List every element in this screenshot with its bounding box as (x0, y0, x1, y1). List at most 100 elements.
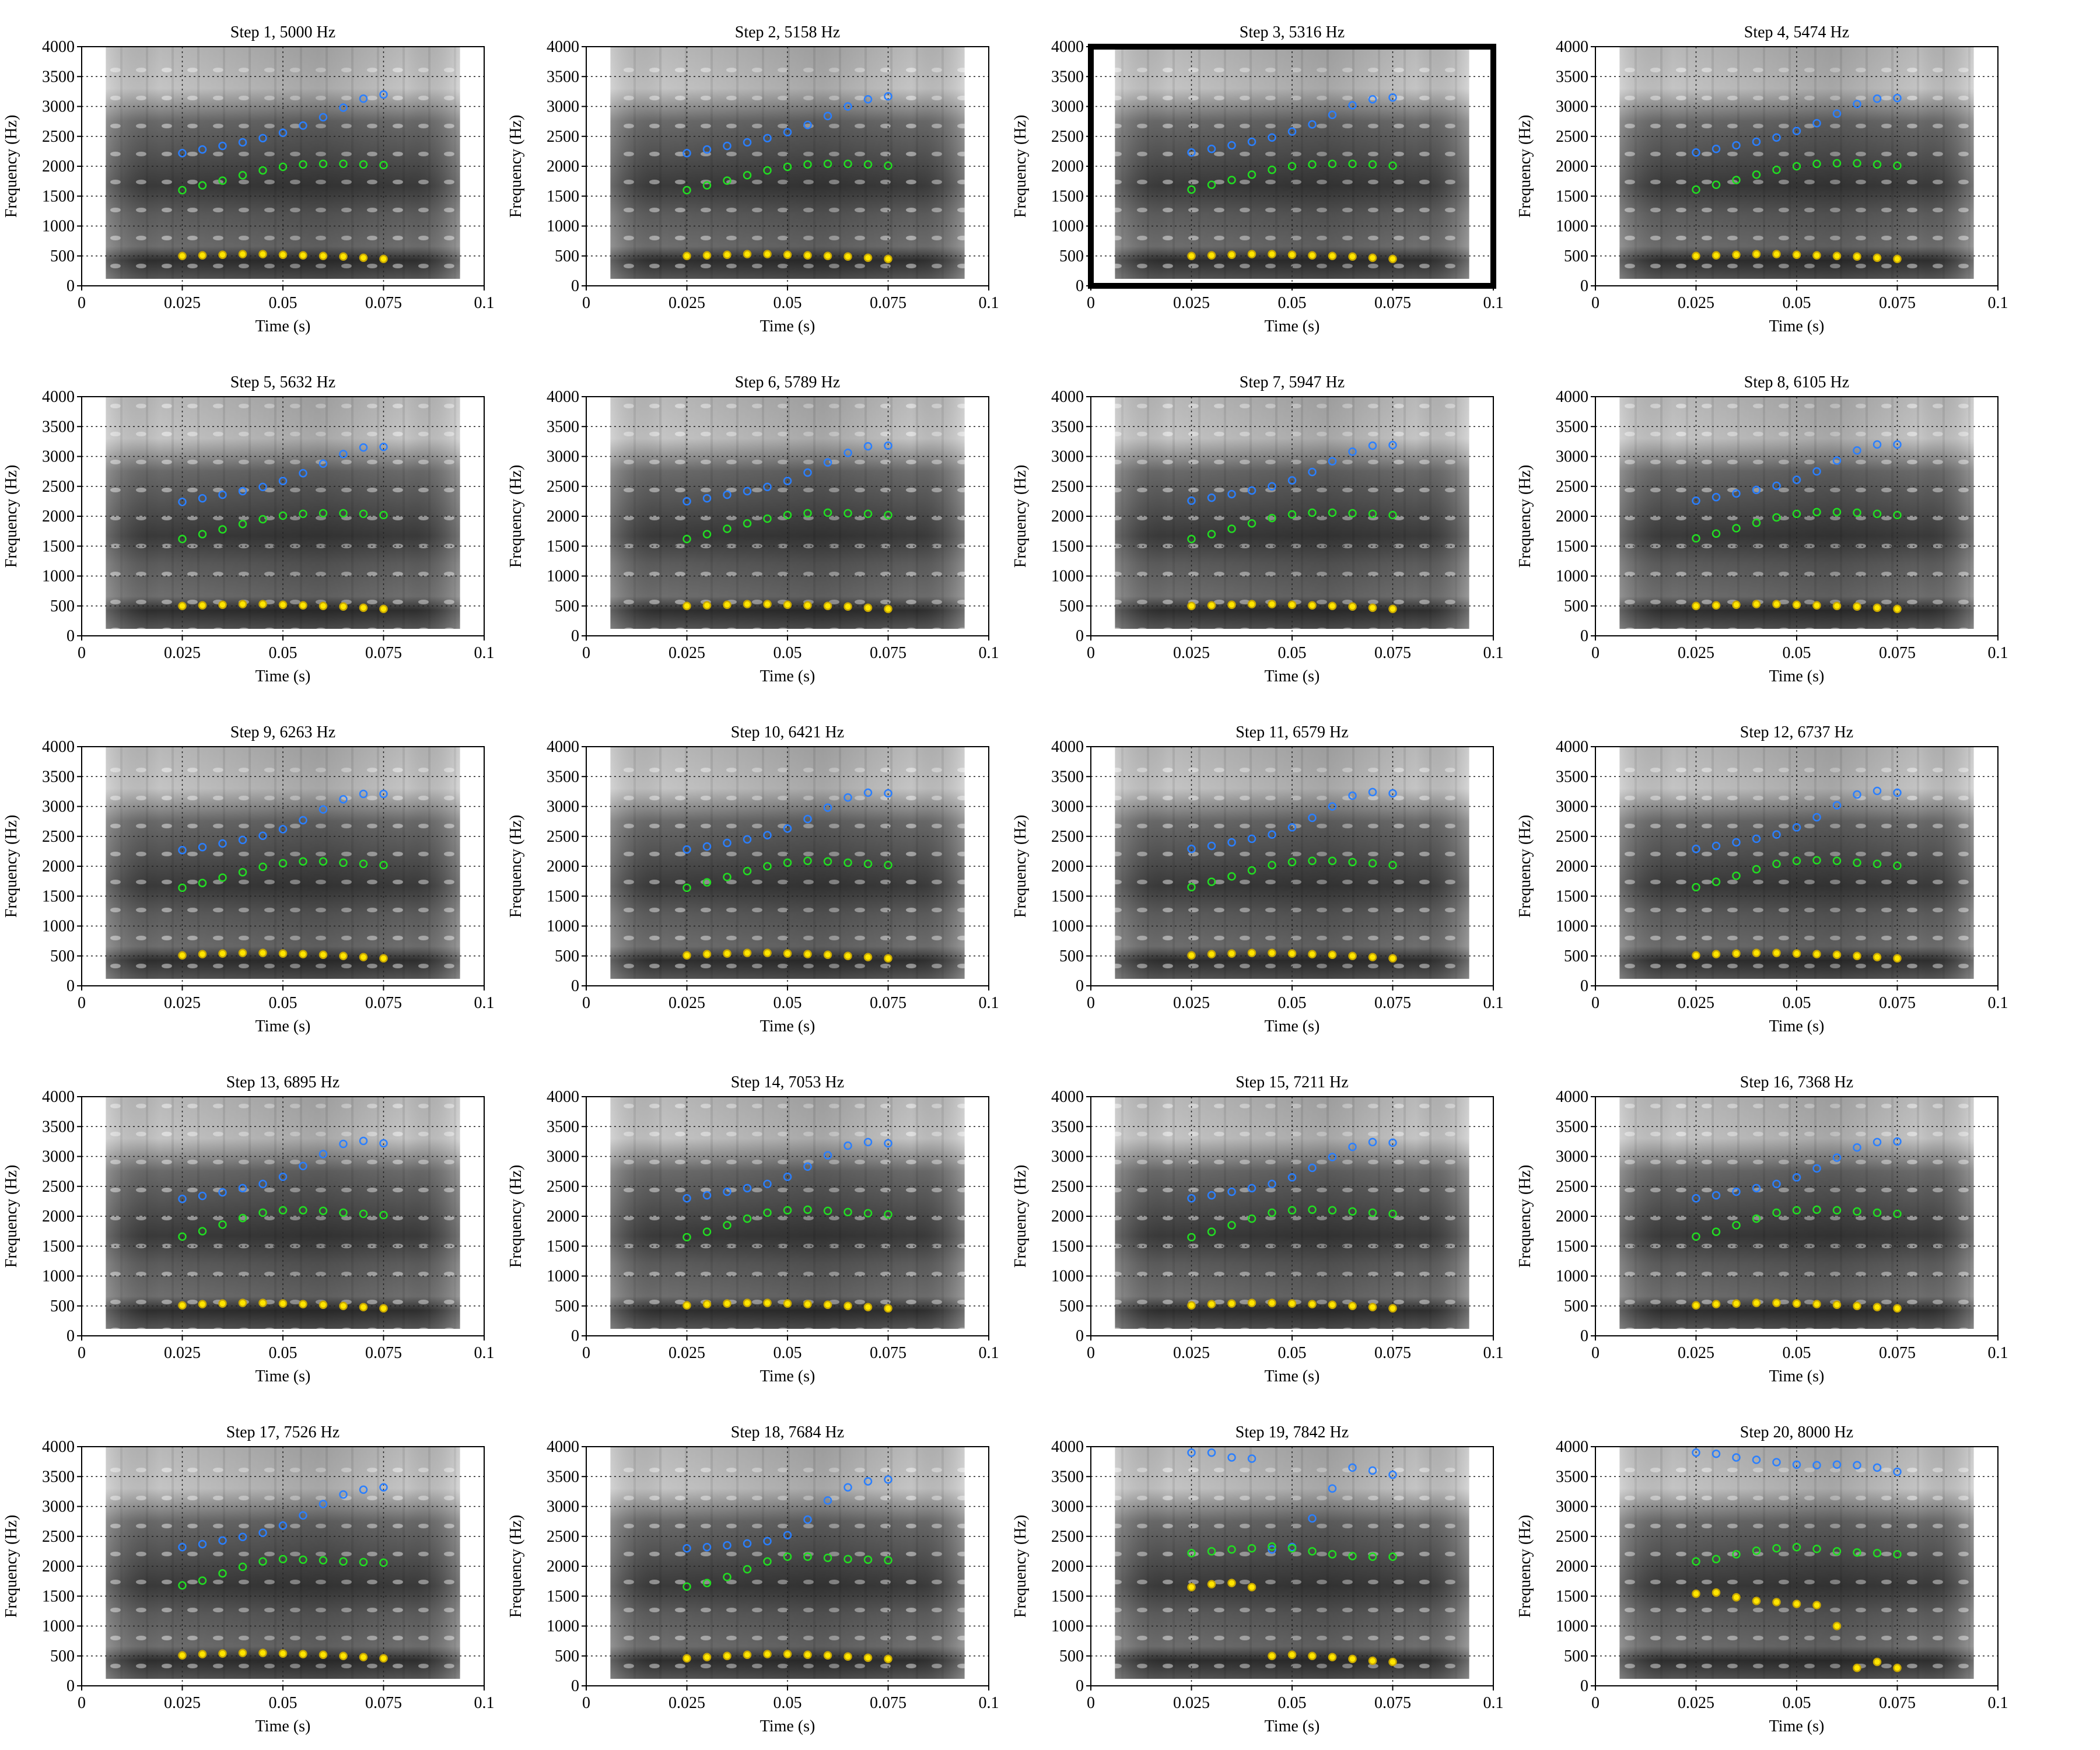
y-tick-label: 500 (1059, 1297, 1084, 1315)
chart-title: Step 18, 7684 Hz (731, 1423, 844, 1441)
chart-title: Step 19, 7842 Hz (1236, 1423, 1349, 1441)
formant-point (1328, 802, 1337, 811)
formant-point (1348, 509, 1357, 518)
formant-point (682, 497, 691, 506)
x-tick-label: 0.025 (668, 644, 705, 662)
y-tick-label: 0 (66, 277, 75, 295)
formant-point (884, 954, 892, 963)
plot-frame (586, 1446, 989, 1686)
subplot: 0 500 1000 1500 2000 2500 3000 3500 4000 0 0.025 0.… (507, 373, 999, 685)
formant-point (178, 601, 187, 610)
x-tick-label: 0.1 (474, 994, 495, 1012)
formant-point (743, 1539, 752, 1548)
formant-point (299, 1555, 307, 1564)
y-tick-label: 0 (1580, 627, 1588, 645)
formant-point (743, 600, 752, 608)
subplot: 0 500 1000 1500 2000 2500 3000 3500 4000 0 0.025 0.… (507, 1423, 999, 1735)
formant-point (1732, 176, 1741, 184)
x-tick-label: 0.1 (1483, 644, 1504, 662)
y-axis-label: Frequency (Hz) (1516, 115, 1534, 218)
plot-frame (1595, 396, 1999, 636)
formant-point (318, 1500, 328, 1508)
subplot: 0 500 1000 1500 2000 2500 3000 3500 4000 0 0.025 0.… (1516, 373, 2008, 685)
y-tick-label: 3000 (1556, 98, 1588, 116)
formant-point (823, 1651, 832, 1660)
formant-point (198, 842, 207, 852)
formant-point (1853, 1664, 1861, 1672)
y-tick-label: 0 (1580, 977, 1588, 995)
formant-point (1873, 1138, 1882, 1147)
formant-point (1752, 1546, 1761, 1555)
formant-point (1832, 109, 1842, 118)
formant-point (339, 1651, 348, 1660)
formant-point (1348, 159, 1357, 169)
x-tick-label: 0.1 (1483, 1344, 1504, 1362)
formant-point (1732, 524, 1741, 533)
formant-point (763, 949, 772, 957)
formant-point (178, 1651, 187, 1660)
formant-point (1772, 830, 1781, 839)
y-tick-label: 3500 (42, 418, 75, 436)
chart-title: Step 14, 7053 Hz (731, 1073, 844, 1091)
formant-point (278, 1172, 288, 1181)
y-axis-label: Frequency (Hz) (1516, 1165, 1534, 1268)
plot-frame (81, 396, 485, 636)
formant-point (803, 251, 812, 260)
x-tick-label: 0.1 (979, 1694, 999, 1712)
subplot: 0 500 1000 1500 2000 2500 3000 3500 4000 0 0.025 0.… (1012, 373, 1504, 685)
y-tick-label: 3000 (547, 1498, 579, 1516)
formant-point (1732, 600, 1741, 609)
formant-point (743, 1298, 752, 1307)
formant-point (1893, 93, 1902, 103)
x-tick-label: 0 (582, 294, 590, 312)
y-tick-label: 4000 (1556, 388, 1588, 406)
formant-point (1752, 1455, 1761, 1464)
formant-point (682, 534, 691, 544)
x-tick-label: 0.1 (474, 1694, 495, 1712)
y-tick-label: 1000 (1051, 1268, 1084, 1286)
formant-point (1853, 508, 1861, 517)
y-tick-label: 2000 (547, 858, 579, 876)
formant-point (318, 1556, 328, 1564)
x-axis-label: Time (s) (760, 667, 816, 685)
formant-point (1388, 1209, 1397, 1219)
formant-point (1268, 830, 1276, 839)
formant-point (318, 509, 328, 518)
formant-point (1893, 1550, 1902, 1559)
formant-point (863, 1555, 873, 1564)
x-axis-label: Time (s) (760, 1017, 816, 1035)
y-tick-label: 2500 (547, 1528, 579, 1546)
formant-point (218, 250, 227, 259)
formant-point (1893, 161, 1902, 170)
formant-point (1732, 1550, 1741, 1559)
formant-point (1388, 604, 1397, 614)
formant-point (1308, 1163, 1317, 1172)
formant-point (1692, 496, 1700, 505)
x-tick-label: 0 (78, 994, 86, 1012)
y-tick-label: 0 (66, 1677, 75, 1695)
formant-point (1207, 145, 1216, 153)
formant-point (1247, 170, 1256, 179)
formant-point (1792, 1299, 1801, 1308)
y-tick-label: 4000 (1556, 738, 1588, 756)
formant-point (379, 510, 388, 520)
formant-point (702, 1542, 712, 1552)
y-tick-label: 500 (1059, 1647, 1084, 1665)
chart-title: Step 16, 7368 Hz (1740, 1073, 1853, 1091)
formant-point (783, 858, 792, 867)
formant-point (1893, 1664, 1902, 1672)
formant-point (783, 1172, 792, 1181)
formant-point (1732, 250, 1741, 259)
formant-point (1812, 159, 1821, 169)
x-tick-label: 0.05 (1783, 1694, 1811, 1712)
y-tick-label: 1000 (1556, 918, 1588, 936)
formant-point (682, 1301, 691, 1310)
y-axis-label: Frequency (Hz) (2, 1165, 20, 1268)
formant-point (702, 1300, 712, 1308)
formant-point (339, 1139, 348, 1149)
formant-point (178, 951, 187, 960)
formant-point (743, 171, 752, 180)
formant-point (218, 873, 227, 882)
formant-point (1893, 1137, 1902, 1146)
formant-point (299, 857, 307, 866)
